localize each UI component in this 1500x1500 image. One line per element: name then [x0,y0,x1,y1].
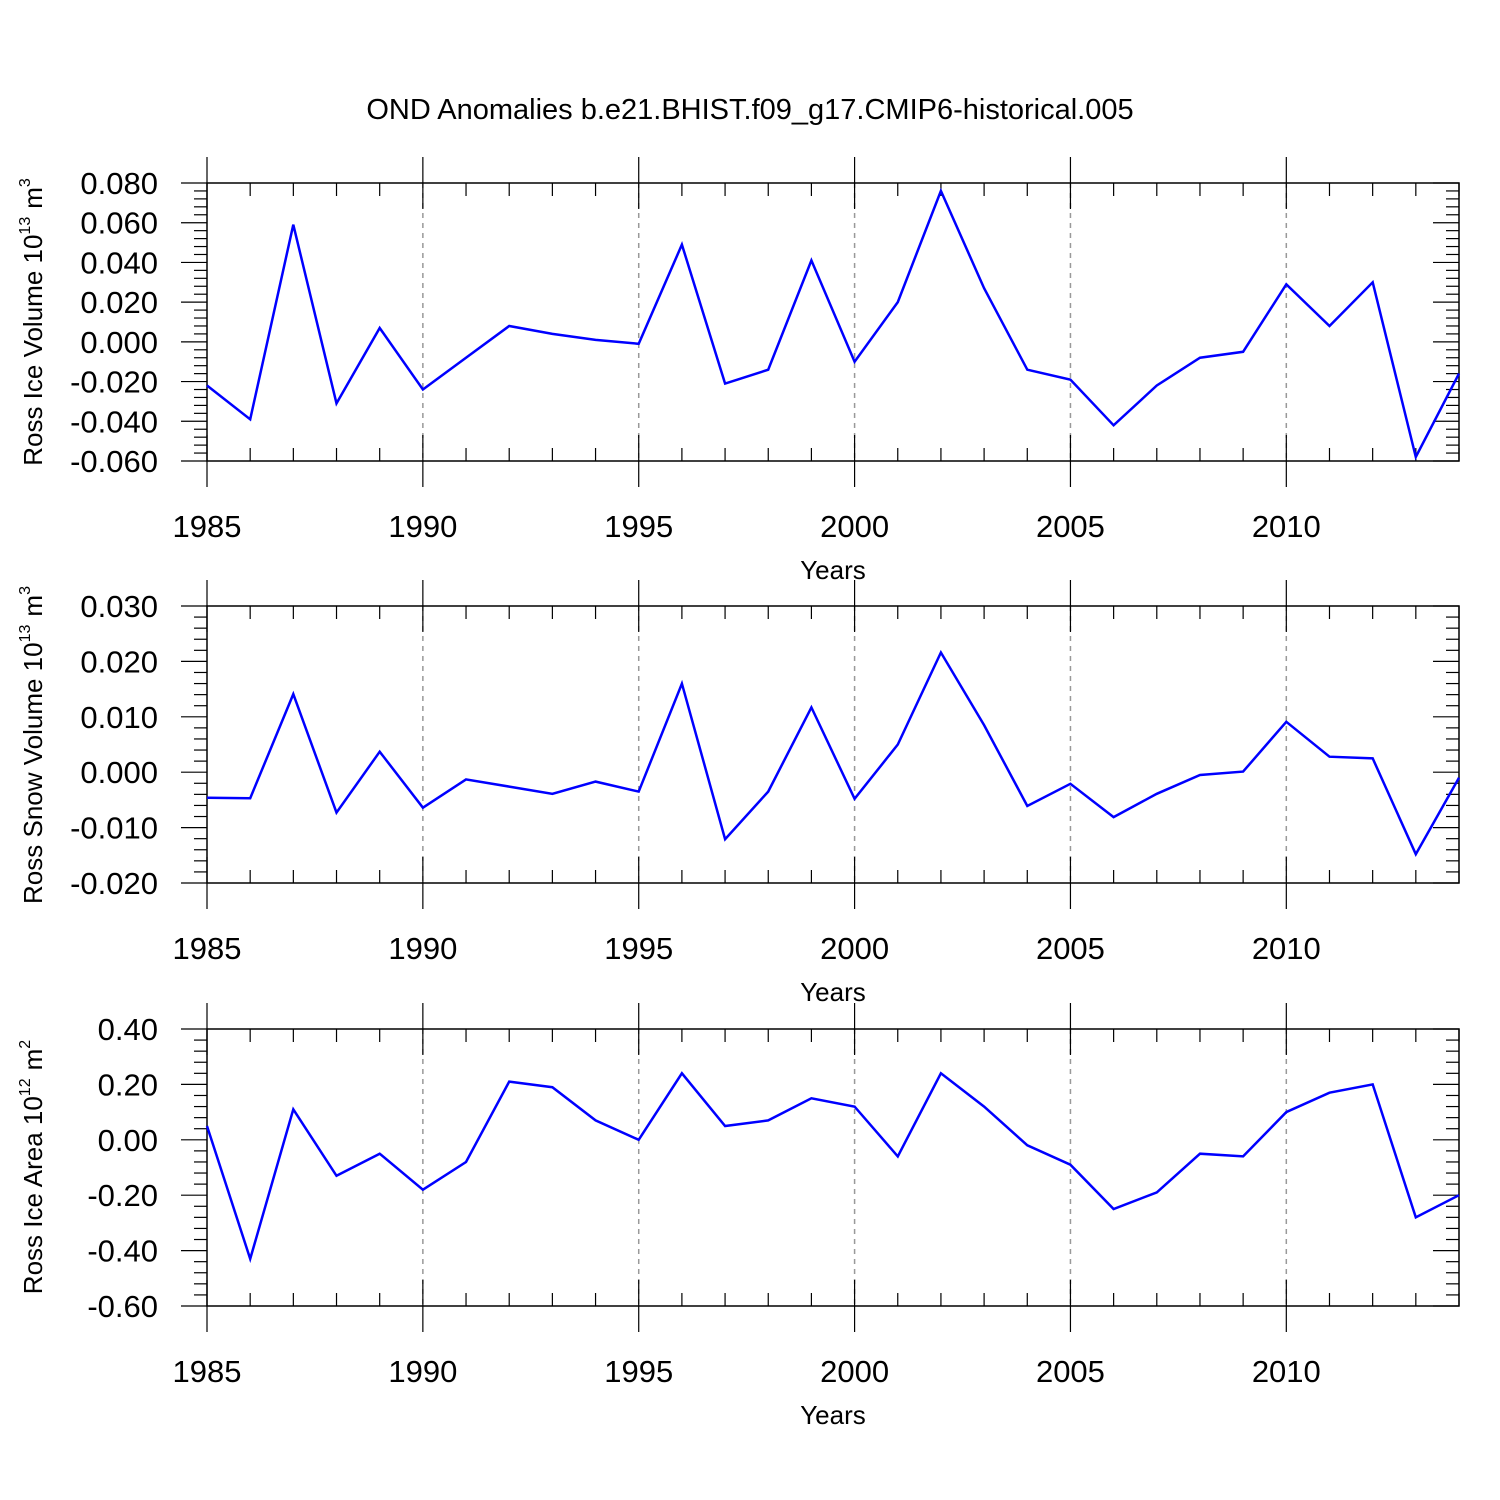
y-tick-label: 0.000 [80,755,158,790]
y-tick-label: -0.010 [70,811,158,846]
x-tick-label: 1995 [604,509,673,544]
y-axis-label: Ross Ice Volume 1013m3 [17,178,48,466]
y-tick-label: -0.020 [70,365,158,400]
y-axis-label: Ross Snow Volume 1013m3 [17,586,48,904]
x-tick-label: 2000 [820,931,889,966]
panel-1: -0.060 -0.040 -0.020 0.000 0.020 0.040 0.060 0.… [17,157,1461,585]
x-tick-label: 1990 [388,931,457,966]
plot-frame [206,182,1460,462]
x-tick-label: 2000 [820,509,889,544]
series-line [206,187,1461,461]
x-tick-label: 2005 [1036,1354,1105,1389]
x-axis-label: Years [800,977,866,1007]
panel-2: -0.020 -0.010 0.000 0.010 0.020 0.030 1985 1990… [17,580,1461,1007]
x-tick-label: 2000 [820,1354,889,1389]
y-tick-label: 0.00 [98,1123,158,1158]
y-tick-label: 0.40 [98,1012,158,1047]
x-tick-label: 2010 [1252,1354,1321,1389]
y-tick-label: -0.40 [87,1234,158,1269]
series-line [205,1071,1460,1264]
panel-3: -0.60 -0.40 -0.20 0.00 0.20 0.40 1985 1990 1995 2… [17,1003,1460,1430]
x-tick-label: 1985 [173,509,242,544]
y-tick-label: 0.030 [80,589,158,624]
series-line [206,649,1461,857]
x-axis-label: Years [800,1400,866,1430]
y-tick-label: -0.060 [70,444,158,479]
y-tick-label: -0.60 [87,1289,158,1324]
x-axis-label: Years [800,555,866,585]
y-tick-label: 0.20 [98,1067,158,1102]
plot-frame [206,1028,1460,1307]
x-tick-label: 2005 [1036,509,1105,544]
x-tick-label: 1985 [173,931,242,966]
plot-frame [206,605,1460,884]
x-tick-label: 1995 [604,1354,673,1389]
y-tick-label: -0.020 [70,866,158,901]
y-axis-label: Ross Ice Area 1012m2 [17,1040,48,1294]
y-tick-label: 0.080 [80,166,158,201]
y-tick-label: 0.000 [80,325,158,360]
x-tick-label: 1985 [173,1354,242,1389]
y-tick-label: 0.020 [80,285,158,320]
x-tick-label: 1990 [388,509,457,544]
y-tick-label: 0.010 [80,700,158,735]
x-tick-label: 2010 [1252,931,1321,966]
x-tick-label: 2005 [1036,931,1105,966]
x-tick-label: 2010 [1252,509,1321,544]
y-tick-label: -0.040 [70,404,158,439]
y-tick-label: 0.020 [80,644,158,679]
y-tick-label: 0.060 [80,206,158,241]
x-tick-label: 1995 [604,931,673,966]
x-tick-label: 1990 [388,1354,457,1389]
chart-title: OND Anomalies b.e21.BHIST.f09_g17.CMIP6-… [366,94,1133,126]
y-tick-label: 0.040 [80,245,158,280]
y-tick-label: -0.20 [87,1178,158,1213]
